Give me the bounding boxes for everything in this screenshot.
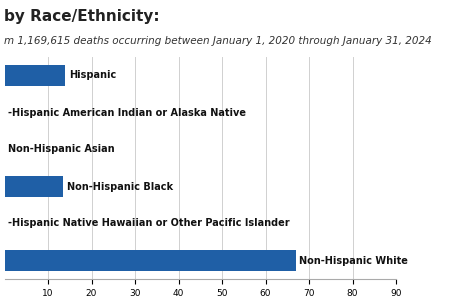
Bar (4, 65, 65, 86)
Text: Hispanic: Hispanic (69, 70, 116, 80)
Text: by Race/Ethnicity:: by Race/Ethnicity: (4, 9, 160, 24)
Text: Non-Hispanic White: Non-Hispanic White (299, 256, 408, 266)
Text: -Hispanic American Indian or Alaska Native: -Hispanic American Indian or Alaska Nati… (8, 107, 246, 118)
Text: -Hispanic Native Hawaiian or Other Pacific Islander: -Hispanic Native Hawaiian or Other Pacif… (8, 218, 290, 229)
Text: Non-Hispanic Black: Non-Hispanic Black (67, 182, 173, 191)
Bar (4, 176, 63, 197)
Bar (4, 250, 296, 271)
Text: m 1,169,615 deaths occurring between January 1, 2020 through January 31, 2024: m 1,169,615 deaths occurring between Jan… (4, 36, 432, 46)
Text: Non-Hispanic Asian: Non-Hispanic Asian (8, 145, 115, 154)
